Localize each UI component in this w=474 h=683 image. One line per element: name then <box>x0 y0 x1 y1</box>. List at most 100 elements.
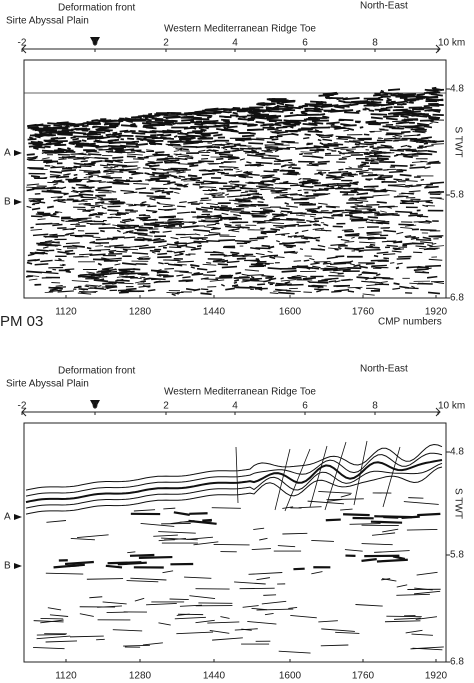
twt-tick-label: 4.8 <box>450 447 464 458</box>
reflection <box>150 176 167 180</box>
reflection <box>228 218 239 221</box>
reflection <box>158 244 168 248</box>
reflection <box>69 124 76 127</box>
reflection <box>100 270 118 274</box>
reflection <box>200 122 208 126</box>
reflection <box>46 520 66 523</box>
reflection <box>266 118 283 122</box>
reflection <box>235 286 252 289</box>
cmp-tick-label: 1600 <box>279 307 302 318</box>
arrow-right <box>435 44 441 54</box>
reflection <box>312 227 325 230</box>
reflection <box>173 511 190 516</box>
reflection <box>156 157 174 161</box>
reflection <box>350 205 363 208</box>
reflection <box>204 193 221 196</box>
reflection <box>144 116 149 120</box>
reflection <box>180 236 192 239</box>
reflection <box>251 149 257 153</box>
reflection <box>91 119 98 122</box>
reflection <box>176 244 188 248</box>
cmp-tick-label: 1440 <box>203 671 226 682</box>
reflection <box>373 287 381 291</box>
reflection <box>351 145 365 149</box>
reflection <box>376 201 387 204</box>
reflection <box>192 183 201 186</box>
reflection <box>91 160 103 164</box>
km-tick-label: 6 <box>302 401 308 412</box>
reflection <box>311 539 334 542</box>
reflection <box>185 288 196 291</box>
reflection <box>365 246 380 249</box>
reflection <box>241 107 255 111</box>
reflection <box>32 233 49 237</box>
reflection <box>182 276 191 279</box>
reflection <box>225 193 230 196</box>
reflection <box>413 128 427 131</box>
horizon <box>25 443 443 491</box>
reflection <box>369 245 373 248</box>
reflection <box>263 170 278 173</box>
reflection <box>328 280 337 283</box>
reflection <box>143 136 147 140</box>
reflection <box>404 184 413 187</box>
reflection <box>171 293 176 297</box>
reflection <box>361 161 369 165</box>
reflection <box>430 93 443 97</box>
reflection <box>109 138 120 142</box>
reflection <box>249 189 258 193</box>
reflection <box>206 261 212 264</box>
reflection <box>297 224 312 227</box>
reflection <box>372 194 390 197</box>
reflection <box>29 159 36 161</box>
reflection <box>148 142 163 146</box>
reflection <box>79 128 85 132</box>
reflection <box>218 239 236 242</box>
reflection <box>49 288 59 291</box>
reflection <box>217 263 229 266</box>
reflection <box>283 180 289 184</box>
reflection <box>358 236 370 239</box>
reflection <box>248 572 283 575</box>
reflection <box>71 152 84 155</box>
reflection <box>122 168 139 171</box>
reflection <box>349 215 364 219</box>
reflection <box>204 278 219 281</box>
reflection <box>265 106 272 110</box>
reflection <box>194 241 206 244</box>
reflection <box>179 271 193 274</box>
reflection <box>92 213 97 216</box>
reflection <box>217 110 230 114</box>
reflection <box>289 111 294 115</box>
reflection <box>313 217 323 220</box>
reflection <box>41 151 46 155</box>
reflection <box>208 189 212 192</box>
reflection <box>54 137 66 140</box>
reflection <box>99 164 108 167</box>
reflection <box>122 231 129 234</box>
reflection <box>133 509 156 512</box>
reflection <box>134 281 142 284</box>
reflection <box>40 176 48 179</box>
reflection <box>142 642 163 646</box>
reflection <box>72 244 85 248</box>
reflection <box>202 134 211 138</box>
reflection <box>392 92 399 96</box>
reflection <box>136 137 147 141</box>
reflection <box>341 211 359 214</box>
reflection <box>248 142 264 145</box>
location-left: Deformation front <box>58 3 135 14</box>
reflection <box>143 223 160 227</box>
reflection <box>378 175 382 179</box>
reflection <box>232 111 238 115</box>
panel: Deformation front North-East Sirte Abyssal… <box>0 1 465 330</box>
reflector-label: A <box>4 148 11 159</box>
horizon <box>25 452 443 497</box>
reflection <box>268 245 275 249</box>
reflection <box>32 146 39 150</box>
reflection <box>382 253 396 256</box>
reflection <box>200 288 209 291</box>
reflection <box>320 211 333 214</box>
reflection <box>216 157 224 161</box>
reflection <box>396 262 403 265</box>
